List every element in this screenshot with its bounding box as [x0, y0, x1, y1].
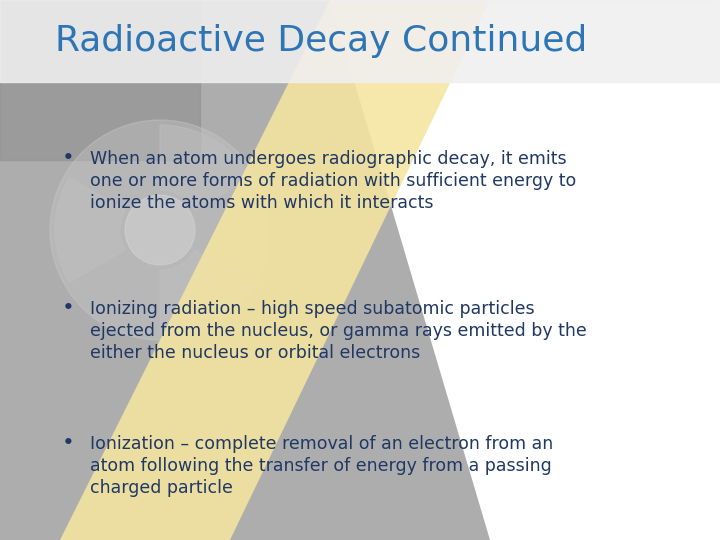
- Text: charged particle: charged particle: [90, 479, 233, 497]
- Polygon shape: [330, 0, 720, 540]
- Text: •: •: [62, 298, 74, 318]
- Bar: [0, 0, 720, 82]
- Text: Ionization – complete removal of an electron from an: Ionization – complete removal of an elec…: [90, 435, 553, 453]
- Wedge shape: [160, 250, 251, 335]
- Text: one or more forms of radiation with sufficient energy to: one or more forms of radiation with suff…: [90, 172, 576, 190]
- Circle shape: [50, 120, 270, 340]
- Text: When an atom undergoes radiographic decay, it emits: When an atom undergoes radiographic deca…: [90, 150, 567, 168]
- Wedge shape: [160, 125, 251, 210]
- Text: Radioactive Decay Continued: Radioactive Decay Continued: [55, 24, 588, 58]
- Text: atom following the transfer of energy from a passing: atom following the transfer of energy fr…: [90, 457, 552, 475]
- Text: Ionizing radiation – high speed subatomic particles: Ionizing radiation – high speed subatomi…: [90, 300, 535, 318]
- Text: ejected from the nucleus, or gamma rays emitted by the: ejected from the nucleus, or gamma rays …: [90, 322, 587, 340]
- Bar: [0, 0, 200, 160]
- Text: ionize the atoms with which it interacts: ionize the atoms with which it interacts: [90, 194, 433, 212]
- Text: either the nucleus or orbital electrons: either the nucleus or orbital electrons: [90, 344, 420, 362]
- Wedge shape: [55, 178, 125, 282]
- Circle shape: [125, 195, 195, 265]
- Text: •: •: [62, 433, 74, 453]
- Text: •: •: [62, 148, 74, 168]
- Polygon shape: [60, 0, 490, 540]
